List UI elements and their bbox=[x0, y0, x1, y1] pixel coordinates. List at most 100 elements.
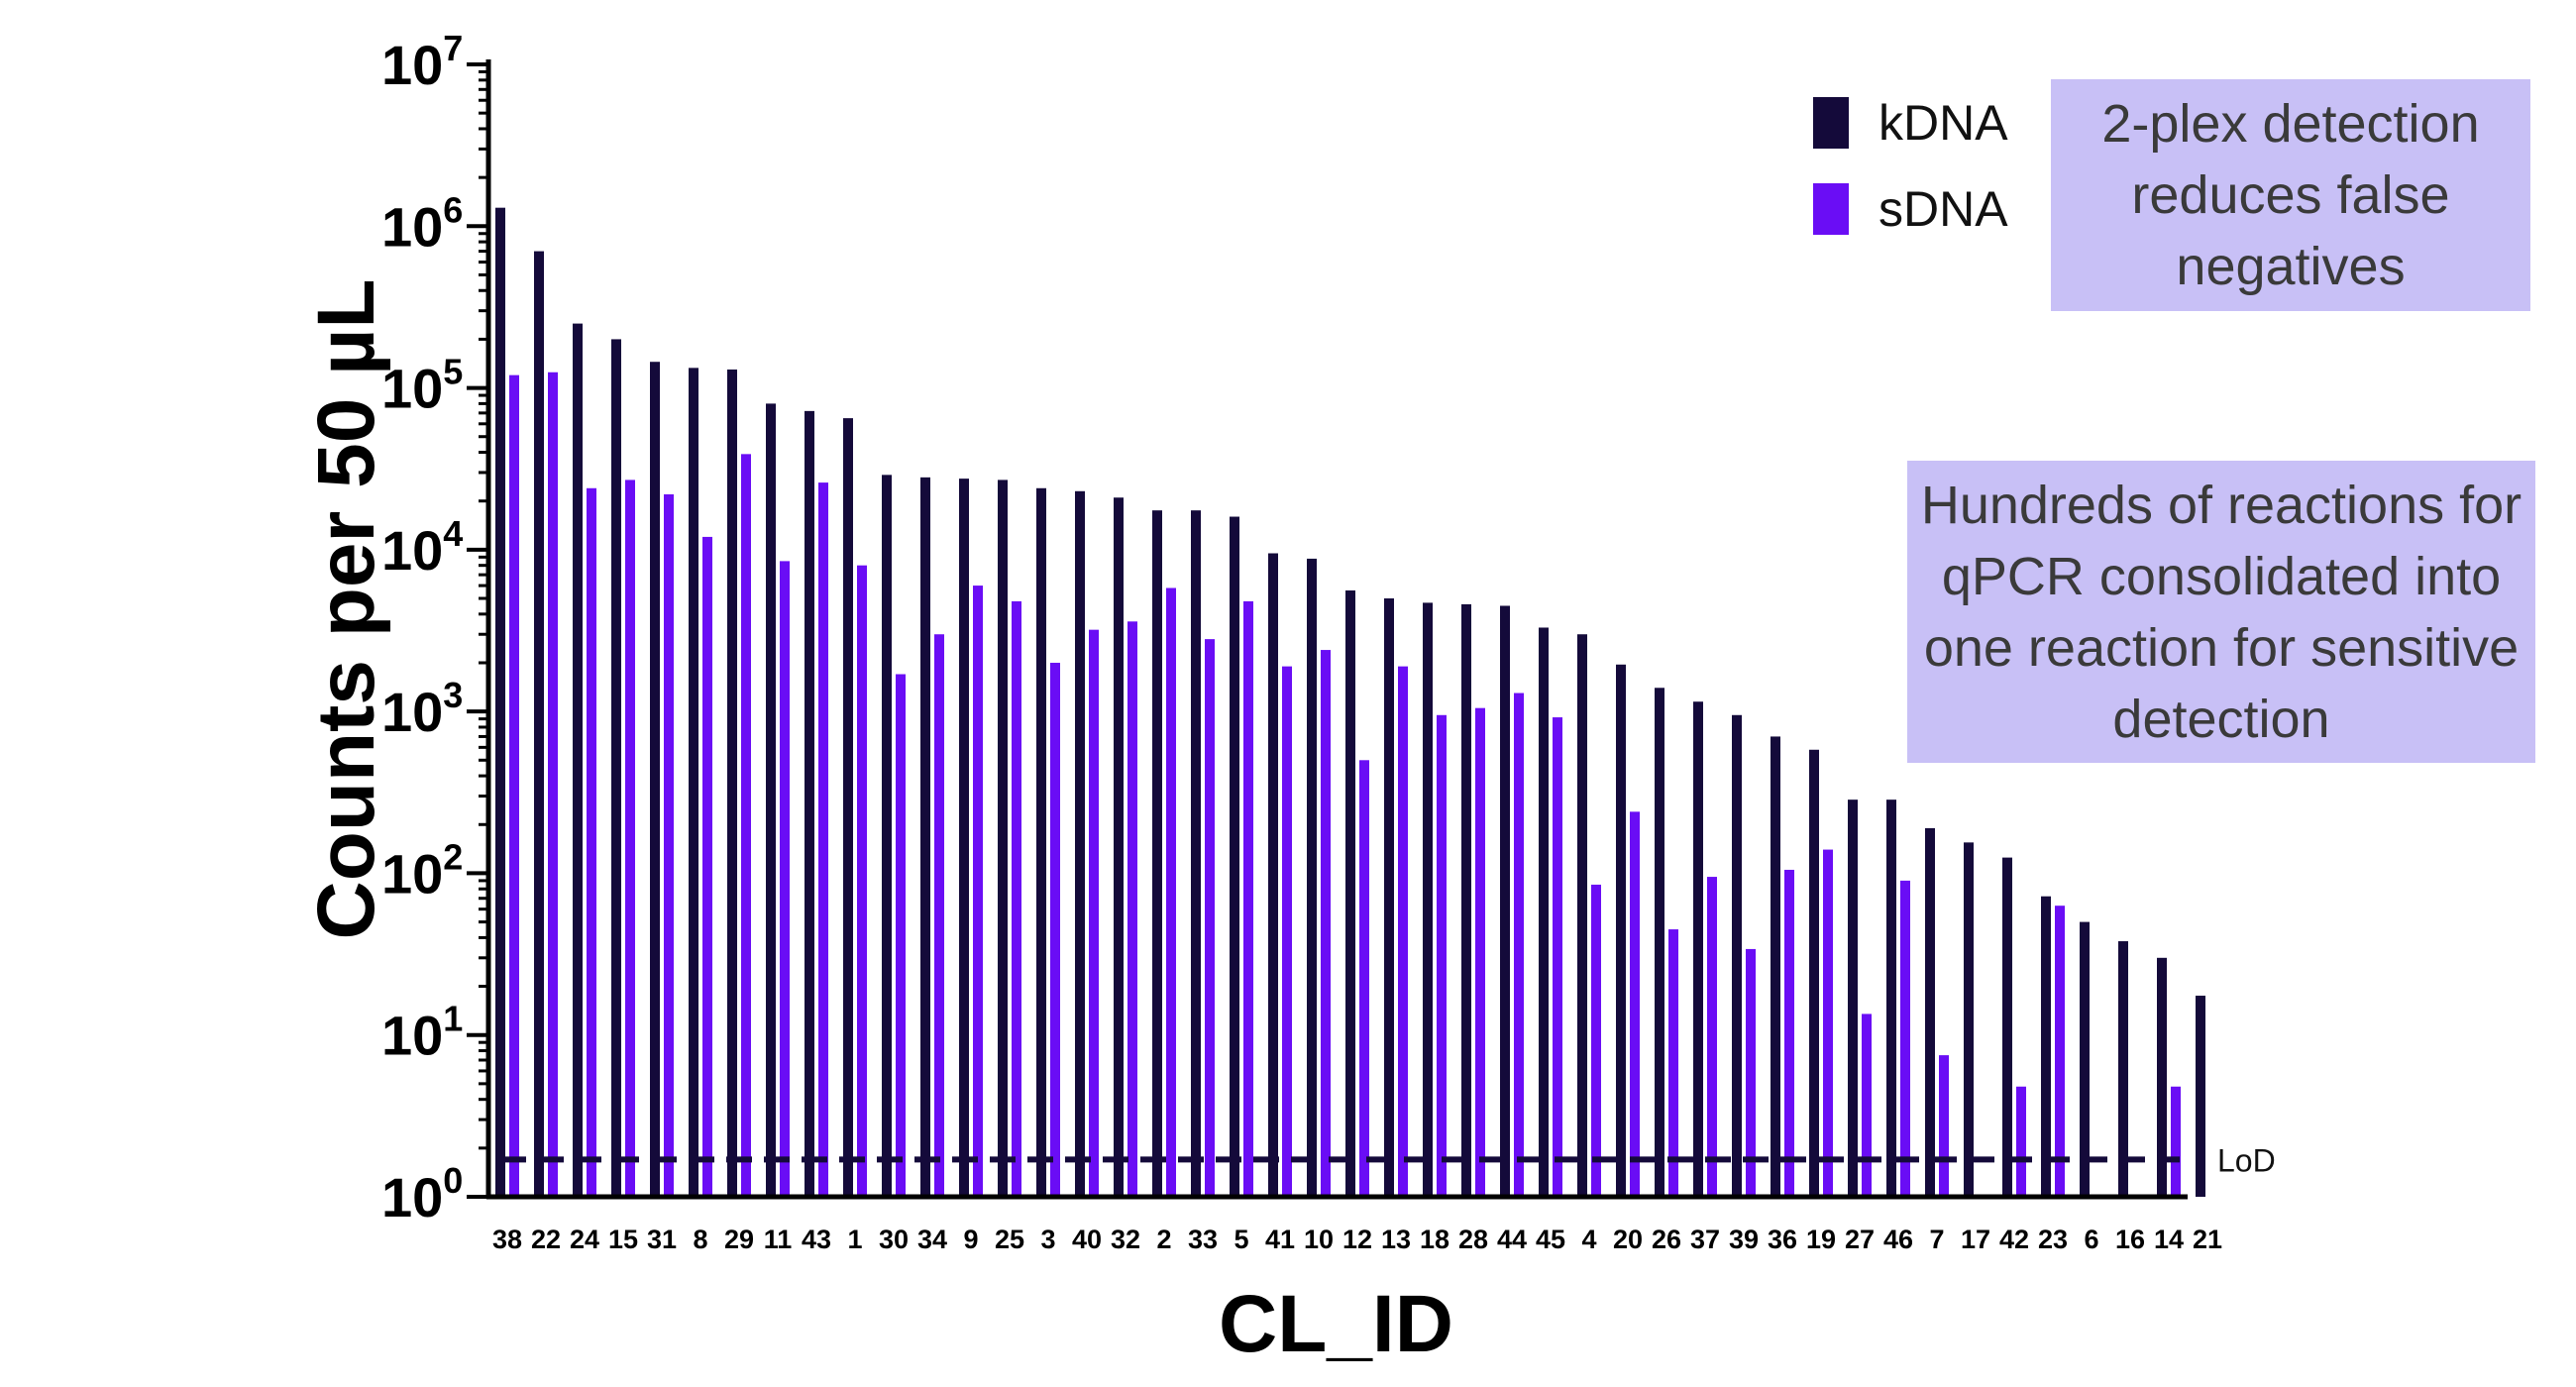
bar-kdna-1 bbox=[843, 418, 853, 1197]
bar-kdna-12 bbox=[1345, 589, 1355, 1197]
x-tick-label: 33 bbox=[1188, 1225, 1218, 1254]
y-tick-label: 103 bbox=[381, 675, 463, 743]
x-tick-label: 10 bbox=[1304, 1225, 1334, 1254]
x-axis-title: CL_ID bbox=[1219, 1279, 1453, 1369]
bar-sdna-18 bbox=[1437, 714, 1447, 1197]
bar-kdna-41 bbox=[1268, 553, 1278, 1197]
bar-kdna-32 bbox=[1114, 497, 1124, 1197]
x-tick-label: 24 bbox=[570, 1225, 599, 1254]
bar-sdna-13 bbox=[1398, 666, 1408, 1197]
callout-2plex-text: 2-plex detection reduces false negatives bbox=[2101, 94, 2480, 296]
bar-kdna-16 bbox=[2118, 941, 2128, 1197]
bar-kdna-18 bbox=[1423, 602, 1433, 1197]
bar-kdna-4 bbox=[1577, 634, 1587, 1197]
y-tick-label: 104 bbox=[381, 513, 463, 582]
bar-sdna-20 bbox=[1630, 811, 1640, 1197]
axes bbox=[467, 59, 2188, 1200]
x-tick-label: 26 bbox=[1652, 1225, 1681, 1254]
bar-kdna-29 bbox=[727, 369, 737, 1198]
x-tick-label: 16 bbox=[2115, 1225, 2145, 1254]
bar-sdna-23 bbox=[2055, 906, 2065, 1197]
bar-sdna-42 bbox=[2016, 1086, 2026, 1197]
bar-sdna-7 bbox=[1939, 1055, 1949, 1197]
x-tick-label: 17 bbox=[1961, 1225, 1990, 1254]
x-tick-label: 15 bbox=[608, 1225, 638, 1254]
x-tick-label: 25 bbox=[995, 1225, 1024, 1254]
bar-sdna-14 bbox=[2171, 1086, 2181, 1197]
bar-kdna-36 bbox=[1771, 736, 1780, 1197]
bar-sdna-30 bbox=[896, 674, 906, 1197]
x-tick-label: 39 bbox=[1729, 1225, 1759, 1254]
bar-kdna-46 bbox=[1886, 800, 1896, 1197]
x-tick-label: 37 bbox=[1690, 1225, 1720, 1254]
x-tick-label: 46 bbox=[1883, 1225, 1913, 1254]
x-tick-label: 36 bbox=[1768, 1225, 1797, 1254]
y-tick-labels: 100 101 102 103 104 105 106 107 bbox=[381, 28, 463, 1228]
y-tick-label: 105 bbox=[381, 352, 463, 420]
x-tick-labels: 38 22 24 15 31 8 29 11 43 1 30 34 9 25 3 40 32 2 33 5 41 10 12… bbox=[492, 1225, 2222, 1254]
x-tick-label: 9 bbox=[963, 1225, 978, 1254]
y-tick-label: 106 bbox=[381, 189, 463, 258]
bar-kdna-2 bbox=[1152, 510, 1162, 1197]
bar-kdna-19 bbox=[1809, 749, 1819, 1197]
bar-kdna-38 bbox=[495, 207, 505, 1197]
x-tick-label: 40 bbox=[1072, 1225, 1102, 1254]
bar-sdna-33 bbox=[1205, 639, 1215, 1197]
bar-kdna-30 bbox=[882, 475, 892, 1198]
legend-swatch-kdna bbox=[1813, 97, 1849, 149]
x-tick-label: 41 bbox=[1265, 1225, 1295, 1254]
bar-sdna-12 bbox=[1359, 760, 1369, 1197]
bar-sdna-24 bbox=[587, 487, 596, 1198]
bar-kdna-14 bbox=[2157, 957, 2167, 1197]
legend-label-kdna: kDNA bbox=[1878, 95, 2008, 151]
legend-item-sdna: sDNA bbox=[1813, 180, 2008, 238]
lod-label: LoD bbox=[2217, 1142, 2276, 1178]
x-tick-label: 8 bbox=[693, 1225, 707, 1254]
bar-kdna-8 bbox=[689, 368, 698, 1197]
x-tick-label: 27 bbox=[1845, 1225, 1875, 1254]
bar-kdna-11 bbox=[766, 403, 776, 1197]
bar-sdna-19 bbox=[1823, 849, 1833, 1197]
bar-kdna-37 bbox=[1693, 701, 1703, 1197]
x-tick-label: 42 bbox=[1999, 1225, 2029, 1254]
bar-kdna-26 bbox=[1655, 688, 1664, 1197]
bar-sdna-15 bbox=[625, 480, 635, 1197]
x-tick-label: 12 bbox=[1342, 1225, 1372, 1254]
x-tick-label: 34 bbox=[917, 1225, 947, 1254]
bar-sdna-46 bbox=[1900, 880, 1910, 1197]
bar-sdna-22 bbox=[548, 372, 558, 1197]
x-tick-label: 32 bbox=[1111, 1225, 1140, 1254]
bar-sdna-44 bbox=[1514, 693, 1524, 1197]
bar-kdna-40 bbox=[1075, 490, 1085, 1198]
bar-kdna-23 bbox=[2041, 896, 2051, 1197]
bar-kdna-24 bbox=[573, 323, 583, 1197]
bar-kdna-34 bbox=[920, 477, 930, 1197]
x-tick-label: 14 bbox=[2154, 1225, 2184, 1254]
callout-2plex: 2-plex detection reduces false negatives bbox=[2051, 79, 2530, 311]
bar-sdna-9 bbox=[973, 586, 983, 1197]
legend-item-kdna: kDNA bbox=[1813, 94, 2008, 152]
x-tick-label: 22 bbox=[531, 1225, 561, 1254]
bar-kdna-31 bbox=[650, 362, 660, 1197]
x-tick-label: 28 bbox=[1458, 1225, 1488, 1254]
bar-kdna-17 bbox=[1964, 842, 1974, 1197]
bar-sdna-25 bbox=[1012, 600, 1021, 1197]
y-tick-label: 102 bbox=[381, 836, 463, 905]
bar-sdna-3 bbox=[1050, 662, 1060, 1197]
x-tick-label: 21 bbox=[2193, 1225, 2222, 1254]
reference-line-group: LoD bbox=[500, 1142, 2276, 1178]
bar-sdna-5 bbox=[1243, 600, 1253, 1197]
x-tick-label: 5 bbox=[1234, 1225, 1248, 1254]
x-tick-label: 3 bbox=[1040, 1225, 1055, 1254]
bar-kdna-45 bbox=[1539, 627, 1549, 1197]
y-axis-title: Counts per 50 µL bbox=[301, 278, 391, 940]
x-tick-label: 18 bbox=[1420, 1225, 1449, 1254]
bar-kdna-33 bbox=[1191, 510, 1201, 1197]
x-tick-label: 7 bbox=[1929, 1225, 1944, 1254]
callout-consolidation: Hundreds of reactions for qPCR consolida… bbox=[1907, 461, 2535, 763]
x-tick-label: 6 bbox=[2084, 1225, 2098, 1254]
x-tick-label: 43 bbox=[802, 1225, 831, 1254]
bar-sdna-28 bbox=[1475, 707, 1485, 1197]
bar-sdna-31 bbox=[664, 493, 674, 1197]
